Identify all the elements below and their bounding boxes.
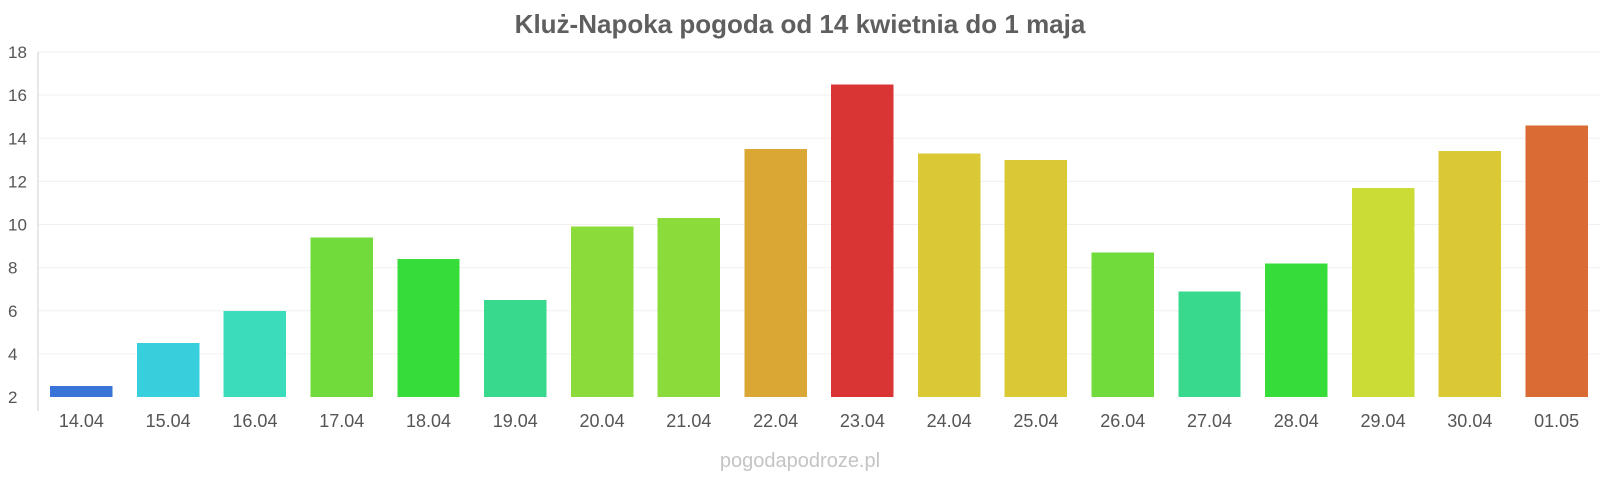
y-tick-label: 14 (8, 129, 27, 148)
bar-25.04 (1004, 159, 1068, 397)
bar-19.04 (484, 299, 547, 397)
x-tick-label: 30.04 (1447, 411, 1492, 431)
x-tick-label: 27.04 (1187, 411, 1232, 431)
x-tick-label: 14.04 (59, 411, 104, 431)
x-tick-label: 18.04 (406, 411, 451, 431)
x-tick-label: 15.04 (146, 411, 191, 431)
x-tick-label: 17.04 (319, 411, 364, 431)
bar-26.04 (1091, 252, 1154, 397)
bar-16.04 (223, 310, 287, 397)
bar-18.04 (397, 259, 460, 397)
x-tick-label: 28.04 (1274, 411, 1319, 431)
x-axis-ticks: 14.04 15.04 16.04 17.04 18.04 19.04 20.04 21.04… (59, 411, 1579, 431)
bar-27.04 (1178, 291, 1241, 397)
y-axis-ticks: 2 4 6 8 10 12 14 16 18 (8, 43, 27, 407)
bar-24.04 (917, 153, 981, 397)
y-tick-label: 4 (8, 345, 17, 364)
y-tick-label: 10 (8, 216, 27, 235)
grid-lines (38, 51, 1600, 355)
y-tick-label: 8 (8, 259, 17, 278)
x-tick-label: 23.04 (840, 411, 885, 431)
x-tick-label: 29.04 (1361, 411, 1406, 431)
bar-17.04 (310, 237, 373, 397)
x-tick-label: 26.04 (1100, 411, 1145, 431)
x-tick-label: 01.05 (1534, 411, 1579, 431)
y-tick-label: 6 (8, 302, 17, 321)
bar-21.04 (657, 218, 721, 397)
x-tick-label: 21.04 (666, 411, 711, 431)
bar-29.04 (1351, 187, 1415, 397)
y-tick-label: 18 (8, 43, 27, 62)
bar-01.05 (1525, 125, 1588, 397)
bars (50, 84, 1588, 397)
x-tick-label: 19.04 (493, 411, 538, 431)
x-tick-label: 20.04 (580, 411, 625, 431)
bar-28.04 (1265, 263, 1328, 397)
x-tick-label: 24.04 (927, 411, 972, 431)
x-tick-label: 16.04 (232, 411, 277, 431)
y-tick-label: 2 (8, 388, 17, 407)
y-tick-label: 12 (8, 172, 27, 191)
y-tick-label: 16 (8, 86, 27, 105)
watermark-text: pogodapodroze.pl (720, 450, 880, 472)
x-tick-label: 22.04 (753, 411, 798, 431)
bar-30.04 (1438, 151, 1502, 397)
chart-title: Kluż-Napoka pogoda od 14 kwietnia do 1 m… (515, 9, 1086, 39)
bar-15.04 (136, 343, 200, 397)
x-tick-label: 25.04 (1013, 411, 1058, 431)
bar-20.04 (570, 226, 634, 397)
bar-22.04 (744, 149, 807, 397)
bar-23.04 (831, 84, 894, 397)
bar-14.04 (50, 386, 113, 397)
